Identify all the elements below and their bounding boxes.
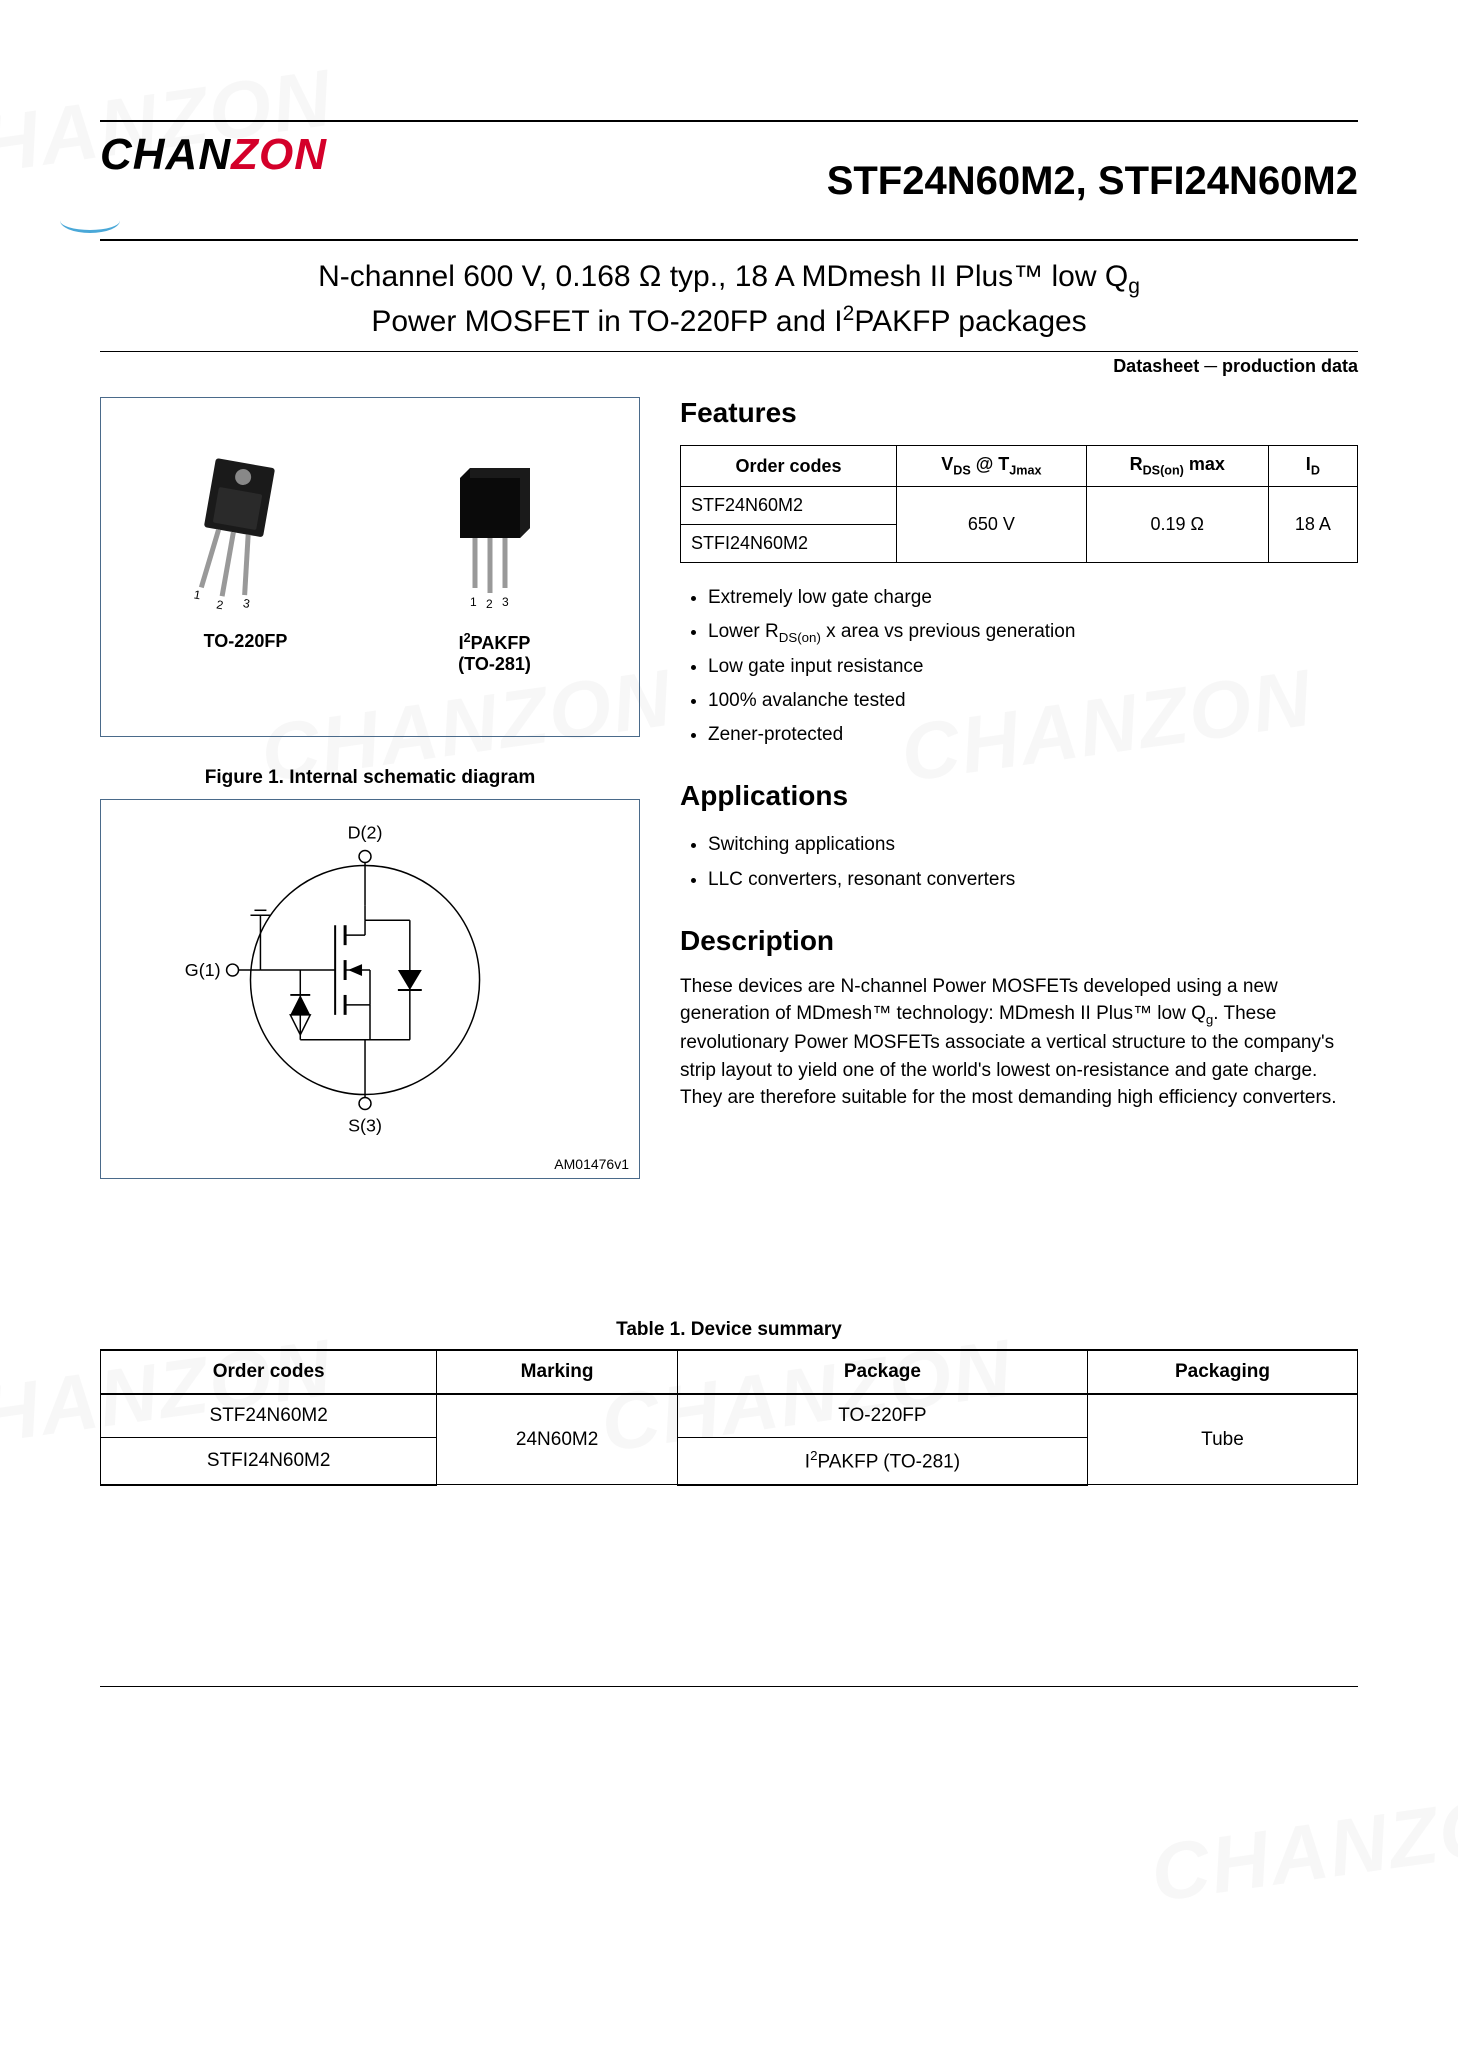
app-item: Switching applications <box>708 828 1358 862</box>
to220fp-icon: 1 2 3 <box>166 438 326 618</box>
features-heading: Features <box>680 397 1358 429</box>
pkg2-post: PAKFP <box>471 633 531 653</box>
datasheet-bold: Datasheet <box>1113 356 1199 376</box>
feature-item: Extremely low gate charge <box>708 581 1358 615</box>
thin-rule <box>100 351 1358 352</box>
ft-h1: Order codes <box>681 446 897 487</box>
svg-text:1: 1 <box>192 588 201 603</box>
st-pkg2: I2PAKFP (TO-281) <box>677 1438 1087 1485</box>
bottom-rule <box>100 1686 1358 1687</box>
subtitle: N-channel 600 V, 0.168 Ω typ., 18 A MDme… <box>100 251 1358 351</box>
ft-id: 18 A <box>1268 486 1357 562</box>
description-text: These devices are N-channel Power MOSFET… <box>680 973 1358 1112</box>
datasheet-label: Datasheet ─ production data <box>100 356 1358 377</box>
schematic-diagram-icon: D(2) <box>121 820 619 1140</box>
description-heading: Description <box>680 925 1358 957</box>
st-h3: Package <box>677 1350 1087 1394</box>
schematic-s-label: S(3) <box>348 1116 382 1136</box>
logo-swoosh-icon <box>60 208 120 233</box>
schematic-d-label: D(2) <box>348 823 383 843</box>
feature-item: Lower RDS(on) x area vs previous generat… <box>708 615 1358 650</box>
feature-item: Zener-protected <box>708 718 1358 752</box>
package-i2pakfp: 1 2 3 I2PAKFP (TO-281) <box>415 438 575 675</box>
pkg1-label: TO-220FP <box>166 631 326 652</box>
st-marking: 24N60M2 <box>437 1394 678 1484</box>
top-rule <box>100 120 1358 122</box>
subtitle-sub1: g <box>1128 275 1140 298</box>
logo-part1: CHAN <box>100 130 231 179</box>
features-table: Order codes VDS @ TJmax RDS(on) max ID S… <box>680 445 1358 563</box>
ft-vds: 650 V <box>896 486 1086 562</box>
st-pkg1: TO-220FP <box>677 1394 1087 1438</box>
ft-h3: RDS(on) max <box>1086 446 1268 487</box>
pkg2-sup: 2 <box>464 631 471 645</box>
feature-item: Low gate input resistance <box>708 650 1358 684</box>
logo-part2: ZON <box>231 130 327 179</box>
st-r1c1: STF24N60M2 <box>101 1394 437 1438</box>
subtitle-line2b: PAKFP packages <box>854 305 1086 338</box>
schematic-ref: AM01476v1 <box>554 1156 629 1172</box>
app-item: LLC converters, resonant converters <box>708 863 1358 897</box>
pkg2-label: I2PAKFP <box>415 631 575 654</box>
mid-rule <box>100 239 1358 241</box>
st-h1: Order codes <box>101 1350 437 1394</box>
package-to220fp: 1 2 3 TO-220FP <box>166 438 326 652</box>
subtitle-line2: Power MOSFET in TO-220FP and I <box>371 305 842 338</box>
ft-r1c1: STF24N60M2 <box>681 486 897 524</box>
ft-h2: VDS @ TJmax <box>896 446 1086 487</box>
st-packaging: Tube <box>1087 1394 1357 1484</box>
applications-list: Switching applications LLC converters, r… <box>680 828 1358 896</box>
features-list: Extremely low gate charge Lower RDS(on) … <box>680 581 1358 752</box>
watermark: CHANZON <box>1146 1772 1458 1921</box>
schematic-g-label: G(1) <box>185 960 221 980</box>
page-title: STF24N60M2, STFI24N60M2 <box>827 159 1358 204</box>
datasheet-rest: production data <box>1222 356 1358 376</box>
ft-r2c1: STFI24N60M2 <box>681 524 897 562</box>
feature-item: 100% avalanche tested <box>708 684 1358 718</box>
figure1-caption: Figure 1. Internal schematic diagram <box>100 767 640 789</box>
svg-text:2: 2 <box>486 597 493 611</box>
st-h2: Marking <box>437 1350 678 1394</box>
st-h4: Packaging <box>1087 1350 1357 1394</box>
schematic-box: D(2) <box>100 799 640 1179</box>
table1-caption: Table 1. Device summary <box>100 1319 1358 1341</box>
svg-text:1: 1 <box>470 595 477 609</box>
svg-text:3: 3 <box>242 596 251 611</box>
subtitle-sup2: 2 <box>843 302 855 325</box>
svg-text:2: 2 <box>215 598 224 613</box>
svg-text:3: 3 <box>502 595 509 609</box>
subtitle-line1: N-channel 600 V, 0.168 Ω typ., 18 A MDme… <box>318 260 1128 293</box>
datasheet-dash: ─ <box>1199 356 1222 376</box>
st-r2c1: STFI24N60M2 <box>101 1438 437 1485</box>
ft-h4: ID <box>1268 446 1357 487</box>
package-diagram-box: 1 2 3 TO-220FP 1 <box>100 397 640 737</box>
i2pakfp-icon: 1 2 3 <box>415 438 575 618</box>
ft-rds: 0.19 Ω <box>1086 486 1268 562</box>
summary-table: Order codes Marking Package Packaging ST… <box>100 1349 1358 1485</box>
pkg2-sublabel: (TO-281) <box>415 654 575 675</box>
brand-logo: CHANZON <box>100 130 327 233</box>
applications-heading: Applications <box>680 780 1358 812</box>
